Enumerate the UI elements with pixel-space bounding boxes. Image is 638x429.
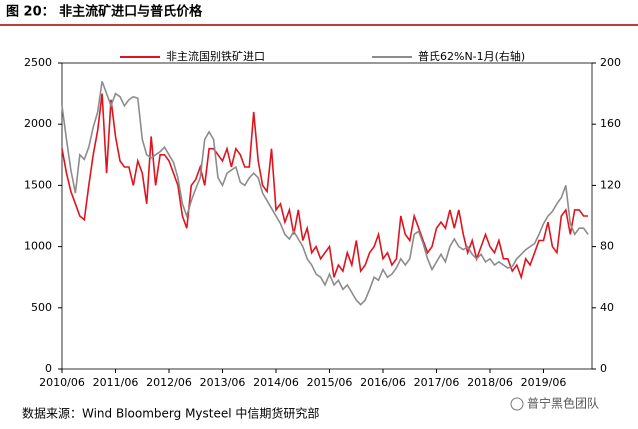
x-tick-label: 2014/06 xyxy=(253,376,299,389)
y-tick-label: 2000 xyxy=(24,117,52,130)
y-tick-label: 500 xyxy=(31,301,52,314)
x-tick-label: 2016/06 xyxy=(360,376,406,389)
y2-tick-label: 40 xyxy=(600,301,614,314)
watermark: 普宁黑色团队 xyxy=(527,396,599,411)
x-tick-label: 2018/06 xyxy=(467,376,513,389)
y-tick-label: 0 xyxy=(45,362,52,375)
y2-tick-label: 200 xyxy=(600,56,621,69)
x-tick-label: 2015/06 xyxy=(307,376,353,389)
chart-title: 图 20： 非主流矿进口与普氏价格 xyxy=(6,4,203,20)
x-tick-label: 2012/06 xyxy=(146,376,192,389)
y2-tick-label: 80 xyxy=(600,240,614,253)
y-tick-label: 1500 xyxy=(24,178,52,191)
y2-tick-label: 0 xyxy=(600,362,607,375)
y2-tick-label: 160 xyxy=(600,117,621,130)
x-tick-label: 2017/06 xyxy=(414,376,460,389)
x-tick-label: 2019/06 xyxy=(521,376,567,389)
series-line xyxy=(61,93,589,280)
legend-label: 普氏62%N-1月(右轴) xyxy=(418,49,525,63)
x-tick-label: 2010/06 xyxy=(39,376,85,389)
y-tick-label: 1000 xyxy=(24,240,52,253)
source: 数据来源：Wind Bloomberg Mysteel 中信期货研究部 xyxy=(22,406,319,421)
plot-frame xyxy=(61,62,593,370)
series-line xyxy=(61,81,589,306)
y2-tick-label: 120 xyxy=(600,178,621,191)
y-tick-label: 2500 xyxy=(24,56,52,69)
x-tick-label: 2011/06 xyxy=(93,376,139,389)
x-tick-label: 2013/06 xyxy=(200,376,246,389)
legend-label: 非主流国别铁矿进口 xyxy=(166,49,265,63)
watermark-icon xyxy=(510,397,524,411)
